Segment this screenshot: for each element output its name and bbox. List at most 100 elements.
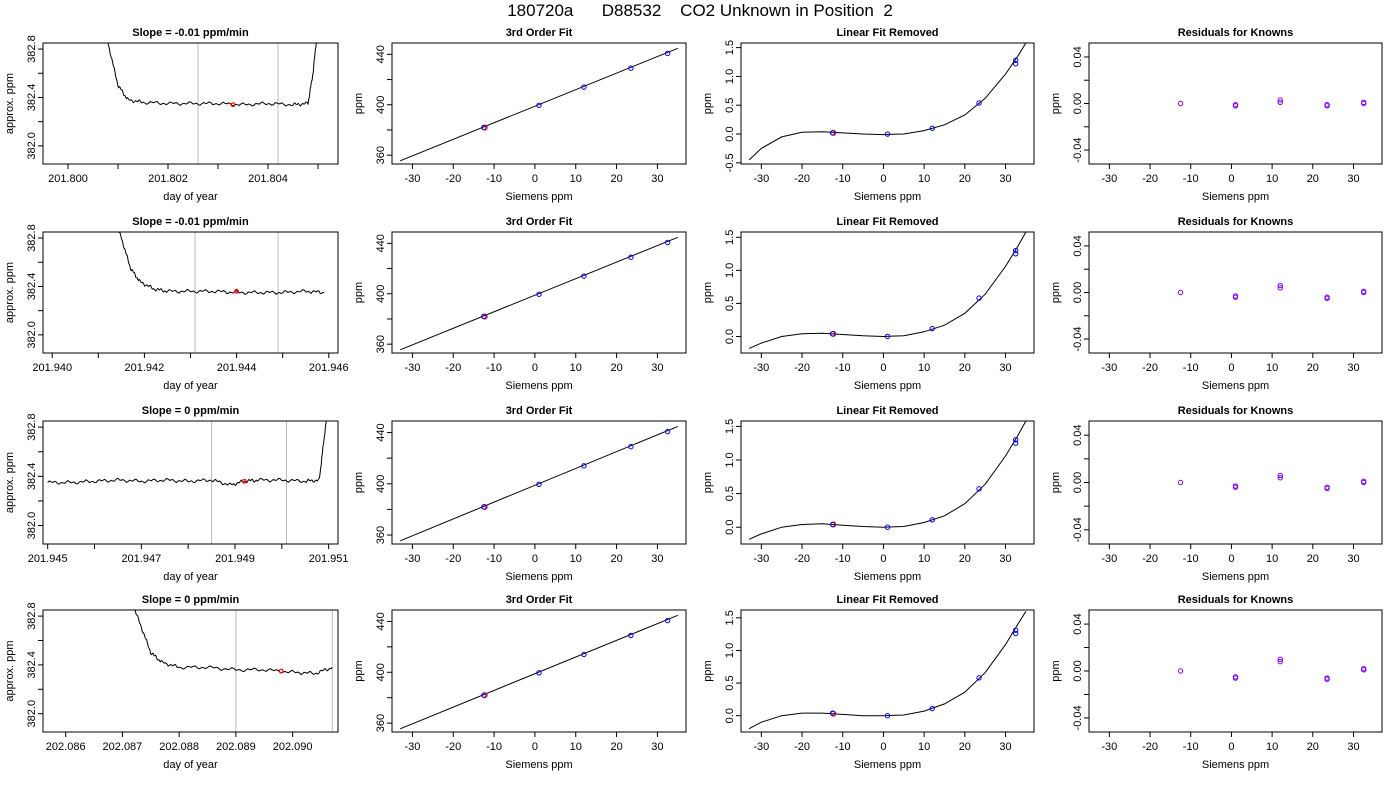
plot-frame xyxy=(1088,609,1383,733)
x-tick-label: 201.800 xyxy=(48,173,88,185)
y-tick-label: 0.0 xyxy=(724,708,736,723)
y-tick-label: 382.8 xyxy=(26,35,38,63)
y-tick-label: 0.5 xyxy=(724,296,736,311)
x-tick-label: -20 xyxy=(1142,173,1158,185)
data-point-blue xyxy=(976,295,982,301)
x-tick-label: -10 xyxy=(835,173,851,185)
data-point-blue xyxy=(1277,282,1283,289)
x-tick-label: -10 xyxy=(835,362,851,374)
x-tick-label: -10 xyxy=(486,173,502,185)
panel-r3-c3: Residuals for Knowns -30 -20 -10 0 10 20 30 -0.0… xyxy=(1050,594,1383,771)
y-tick-label: 440 xyxy=(375,423,387,441)
data-point-red xyxy=(230,102,236,108)
y-tick-label: 1.0 xyxy=(724,452,736,467)
y-tick-label: 1.5 xyxy=(724,610,736,625)
x-tick-label: 10 xyxy=(1266,553,1278,565)
plot-frame xyxy=(1088,231,1383,354)
y-tick-label: 0.04 xyxy=(1072,235,1084,256)
data-point-blue xyxy=(929,325,935,332)
plot-area xyxy=(107,43,317,164)
plot-area xyxy=(400,614,678,730)
plot-frame xyxy=(740,42,1035,165)
x-tick-label: -30 xyxy=(404,173,420,185)
data-point-blue xyxy=(1177,100,1184,107)
x-tick-label: 0 xyxy=(1228,741,1234,753)
x-tick-label: 0 xyxy=(880,362,886,374)
x-tick-label: 0 xyxy=(880,553,886,565)
x-tick-label: 20 xyxy=(610,553,622,565)
y-tick-label: 0.0 xyxy=(724,329,736,344)
x-tick-label: 30 xyxy=(651,553,663,565)
fit-curve xyxy=(400,236,678,351)
data-point-blue xyxy=(664,239,671,246)
plot-frame xyxy=(42,42,339,165)
x-tick-label: 201.944 xyxy=(217,362,257,374)
data-point-blue xyxy=(1177,289,1184,296)
panel-r0-c3: Residuals for Knowns -30 -20 -10 0 10 20 30 -0.0… xyxy=(1050,27,1383,203)
data-point-blue xyxy=(1012,437,1019,443)
y-axis-label: ppm xyxy=(353,472,365,493)
panel-title: Linear Fit Removed xyxy=(836,216,938,228)
x-tick-label: -20 xyxy=(1142,362,1158,374)
x-tick-label: 20 xyxy=(1307,173,1319,185)
panel-r3-c1: 3rd Order Fit -30 -20 -10 0 10 20 30 360 400 440 Si… xyxy=(353,594,687,771)
x-tick-label: 10 xyxy=(570,173,582,185)
x-tick-label: 30 xyxy=(999,173,1011,185)
data-point-blue xyxy=(1277,475,1283,481)
data-point-blue xyxy=(1360,665,1367,672)
plot-frame xyxy=(391,42,687,165)
y-axis-label: ppm xyxy=(1050,660,1062,681)
y-tick-label: 0.5 xyxy=(724,98,736,113)
y-tick-label: 382.4 xyxy=(26,463,38,491)
x-axis-label: Siemens ppm xyxy=(505,759,572,771)
panel-r3-c2: Linear Fit Removed -30 -20 -10 0 10 20 30 0.0 0.5… xyxy=(702,594,1035,771)
x-tick-label: -10 xyxy=(486,362,502,374)
y-tick-label: 440 xyxy=(375,612,387,630)
x-tick-label: 30 xyxy=(651,741,663,753)
data-point-blue xyxy=(1277,658,1283,665)
data-point-blue xyxy=(1360,288,1367,295)
x-tick-label: 10 xyxy=(1266,741,1278,753)
plot-area xyxy=(748,232,1027,349)
x-tick-label: -20 xyxy=(445,173,461,185)
x-tick-label: 20 xyxy=(959,553,971,565)
data-point-blue xyxy=(884,131,891,137)
data-point-blue xyxy=(829,130,836,136)
x-tick-label: 30 xyxy=(1347,553,1359,565)
x-tick-label: 202.087 xyxy=(103,741,143,753)
x-tick-label: -10 xyxy=(1183,553,1199,565)
y-tick-label: 0.00 xyxy=(1072,282,1084,303)
x-tick-label: 20 xyxy=(1307,362,1319,374)
data-point-blue xyxy=(1232,675,1239,681)
data-point-red xyxy=(278,668,284,674)
x-tick-label: 30 xyxy=(1347,362,1359,374)
data-point-blue xyxy=(1012,251,1019,257)
x-tick-label: -30 xyxy=(1101,553,1117,565)
data-point-blue xyxy=(1277,472,1283,479)
y-axis-label: approx. ppm xyxy=(4,640,16,701)
x-tick-label: -10 xyxy=(1183,362,1199,374)
x-axis-label: Siemens ppm xyxy=(854,571,921,583)
y-tick-label: 0.5 xyxy=(724,675,736,690)
y-tick-label: 0.00 xyxy=(1072,472,1084,493)
y-tick-label: 400 xyxy=(375,96,387,114)
y-tick-label: 1.5 xyxy=(724,230,736,245)
x-tick-label: 201.804 xyxy=(248,173,288,185)
x-tick-label: 201.942 xyxy=(125,362,165,374)
y-axis-label: approx. ppm xyxy=(4,452,16,513)
data-point-blue xyxy=(1277,97,1283,103)
fit-curve xyxy=(400,614,678,730)
y-tick-label: 0.5 xyxy=(724,486,736,501)
data-point-blue xyxy=(1324,103,1330,109)
panel-title: 3rd Order Fit xyxy=(506,27,573,39)
data-point-blue xyxy=(481,504,487,510)
x-tick-label: -30 xyxy=(404,741,420,753)
x-tick-label: -30 xyxy=(1101,362,1117,374)
x-axis-label: day of year xyxy=(163,380,218,392)
y-tick-label: 400 xyxy=(375,663,387,681)
panel-title: Slope = -0.01 ppm/min xyxy=(132,216,249,228)
data-trace xyxy=(118,232,325,295)
x-tick-label: 20 xyxy=(610,173,622,185)
x-tick-label: -20 xyxy=(794,553,810,565)
plot-area xyxy=(400,47,678,162)
